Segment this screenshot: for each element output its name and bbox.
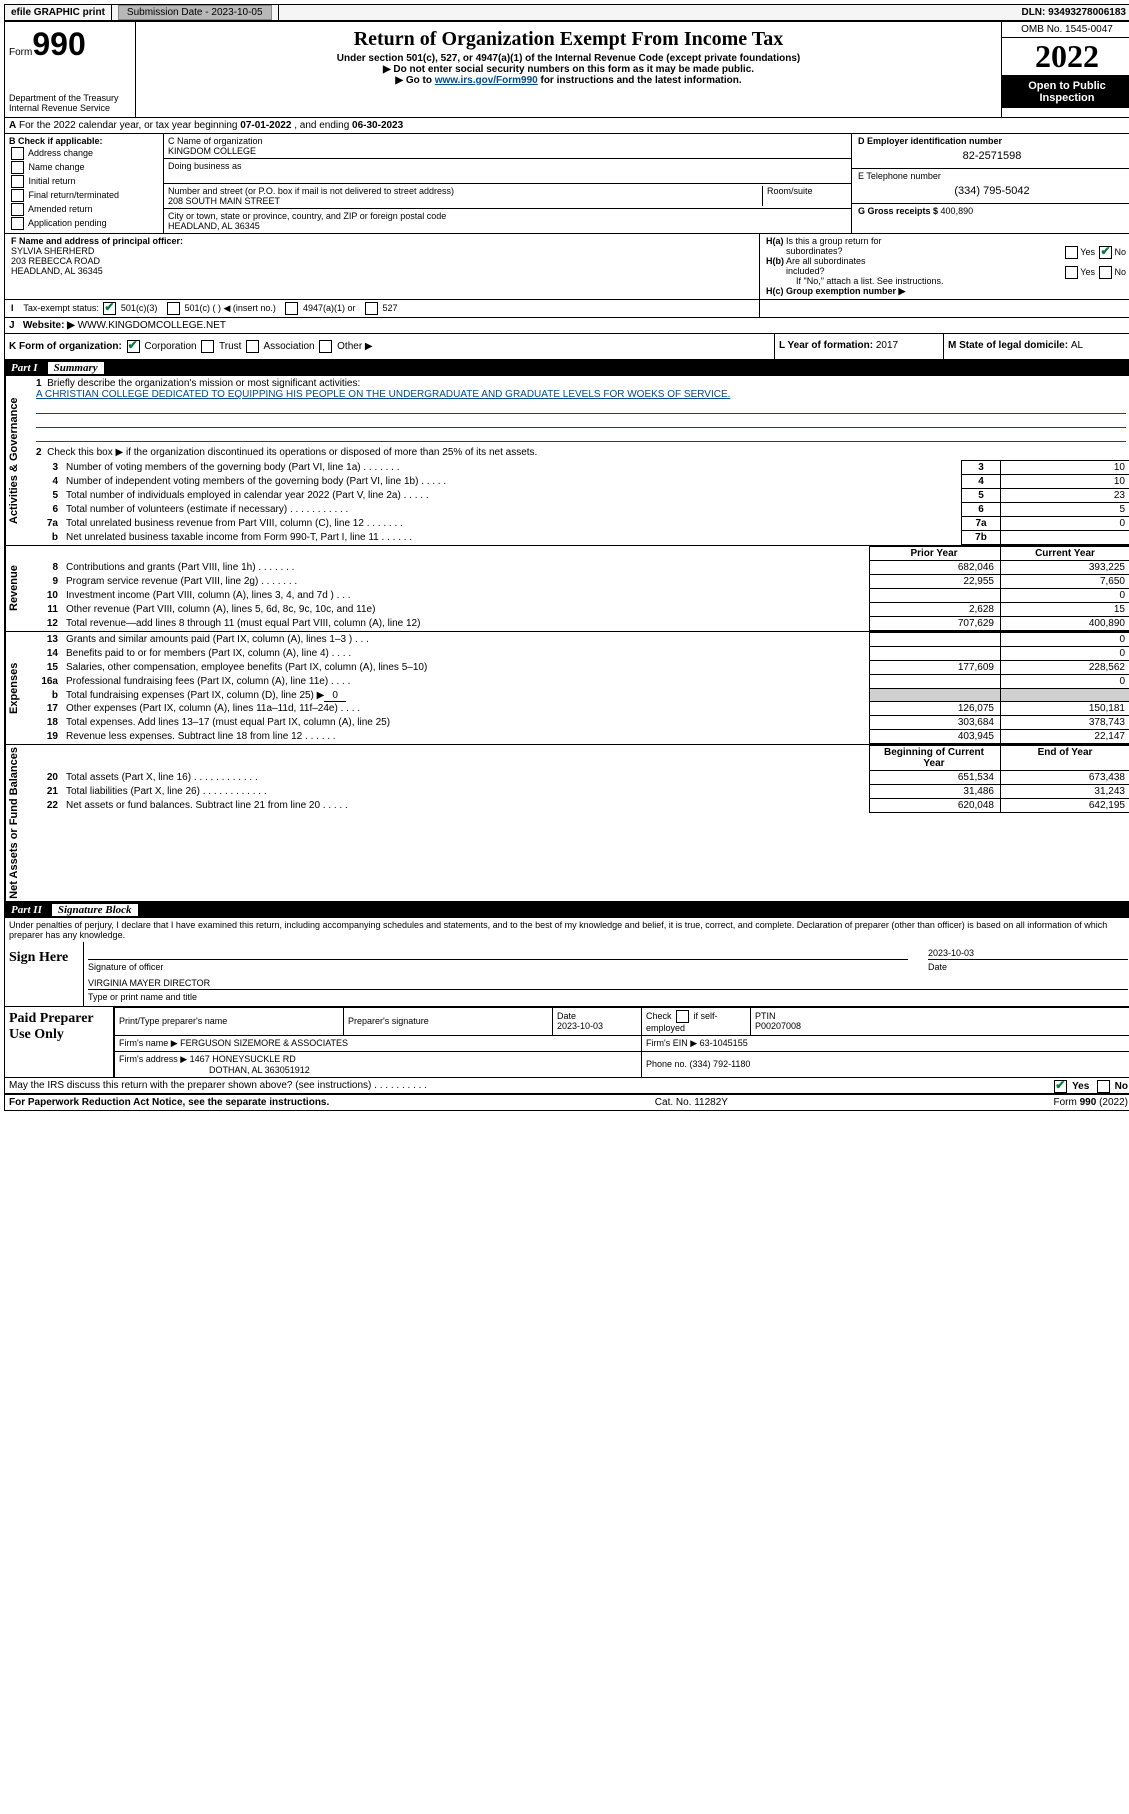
row-fh: F Name and address of principal officer:… [5, 234, 1129, 300]
ptin: P00207008 [755, 1021, 801, 1031]
part1-header: Part ISummary [5, 360, 1129, 376]
501c3-check[interactable] [103, 302, 116, 315]
ha-no[interactable] [1099, 246, 1112, 259]
firm-phone: (334) 792-1180 [690, 1059, 751, 1069]
gross-receipts: 400,890 [941, 206, 974, 216]
exp-table: 13Grants and similar amounts paid (Part … [30, 632, 1129, 744]
box-b: B Check if applicable: Address change Na… [5, 134, 164, 233]
top-bar: efile GRAPHIC print Submission Date - 20… [4, 4, 1129, 21]
row-klm: K Form of organization: Corporation Trus… [5, 334, 1129, 360]
expenses-section: Expenses 13Grants and similar amounts pa… [5, 632, 1129, 745]
discuss-row: May the IRS discuss this return with the… [5, 1078, 1129, 1094]
inspection-label: Open to Public Inspection [1002, 76, 1129, 108]
firm-name: FERGUSON SIZEMORE & ASSOCIATES [180, 1038, 348, 1048]
other-check[interactable] [319, 340, 332, 353]
hb-no[interactable] [1099, 266, 1112, 279]
ha-yes[interactable] [1065, 246, 1078, 259]
mission-link[interactable]: A CHRISTIAN COLLEGE DEDICATED TO EQUIPPI… [36, 389, 730, 400]
net-vlabel: Net Assets or Fund Balances [5, 745, 30, 901]
self-emp-check[interactable] [676, 1010, 689, 1023]
subtitle-3: Go to www.irs.gov/Form990 for instructio… [140, 75, 997, 86]
street: 208 SOUTH MAIN STREET [168, 196, 758, 206]
revenue-section: Revenue Prior YearCurrent Year8Contribut… [5, 546, 1129, 632]
addr-change-check[interactable] [11, 147, 24, 160]
net-table: Beginning of Current YearEnd of Year20To… [30, 745, 1129, 813]
box-h: H(a) Is this a group return for subordin… [760, 234, 1129, 299]
netassets-section: Net Assets or Fund Balances Beginning of… [5, 745, 1129, 902]
discuss-no[interactable] [1097, 1080, 1110, 1093]
gov-vlabel: Activities & Governance [5, 376, 30, 545]
box-c: C Name of organization KINGDOM COLLEGE D… [164, 134, 852, 233]
row-i: I Tax-exempt status: 501(c)(3) 501(c) ( … [5, 300, 1129, 318]
app-pending-check[interactable] [11, 217, 24, 230]
form-number-cell: Form990 Department of the Treasury Inter… [5, 22, 136, 117]
box-f: F Name and address of principal officer:… [5, 234, 760, 299]
submission-date: Submission Date - 2023-10-05 [112, 5, 279, 20]
main-info: B Check if applicable: Address change Na… [5, 134, 1129, 234]
website: WWW.KINGDOMCOLLEGE.NET [78, 320, 226, 331]
officer-name: VIRGINIA MAYER DIRECTOR [88, 978, 1128, 990]
paid-preparer-row: Paid Preparer Use Only Print/Type prepar… [5, 1007, 1129, 1078]
footer: For Paperwork Reduction Act Notice, see … [5, 1094, 1129, 1110]
phone: (334) 795-5042 [858, 181, 1126, 201]
hb-yes[interactable] [1065, 266, 1078, 279]
penalty-text: Under penalties of perjury, I declare th… [5, 918, 1129, 942]
527-check[interactable] [365, 302, 378, 315]
form-title: Return of Organization Exempt From Incom… [140, 28, 997, 51]
4947-check[interactable] [285, 302, 298, 315]
501c-check[interactable] [167, 302, 180, 315]
efile-label: efile GRAPHIC print [5, 5, 112, 20]
dln-label: DLN: 93493278006183 [1015, 5, 1129, 20]
box-d: D Employer identification number 82-2571… [852, 134, 1129, 233]
form-header: Form990 Department of the Treasury Inter… [5, 22, 1129, 118]
discuss-yes[interactable] [1054, 1080, 1067, 1093]
exp-vlabel: Expenses [5, 632, 30, 744]
org-name: KINGDOM COLLEGE [168, 146, 847, 156]
amended-check[interactable] [11, 203, 24, 216]
dept-label: Department of the Treasury Internal Reve… [9, 93, 131, 113]
rev-vlabel: Revenue [5, 546, 30, 631]
part2-header: Part IISignature Block [5, 902, 1129, 918]
name-change-check[interactable] [11, 161, 24, 174]
ein: 82-2571598 [858, 146, 1126, 166]
omb-cell: OMB No. 1545-0047 2022 Open to Public In… [1001, 22, 1129, 117]
corp-check[interactable] [127, 340, 140, 353]
firm-ein: 63-1045155 [700, 1038, 748, 1048]
title-cell: Return of Organization Exempt From Incom… [136, 22, 1001, 117]
instructions-link[interactable]: www.irs.gov/Form990 [435, 75, 538, 86]
line-a: A For the 2022 calendar year, or tax yea… [5, 118, 1129, 134]
trust-check[interactable] [201, 340, 214, 353]
omb-number: OMB No. 1545-0047 [1002, 22, 1129, 38]
gov-table: 3Number of voting members of the governi… [30, 460, 1129, 545]
row-j: J Website: ▶ WWW.KINGDOMCOLLEGE.NET [5, 318, 1129, 334]
initial-return-check[interactable] [11, 175, 24, 188]
city: HEADLAND, AL 36345 [168, 221, 847, 231]
rev-table: Prior YearCurrent Year8Contributions and… [30, 546, 1129, 631]
sign-here-row: Sign Here Signature of officer 2023-10-0… [5, 942, 1129, 1007]
final-return-check[interactable] [11, 189, 24, 202]
tax-year: 2022 [1002, 38, 1129, 76]
governance-section: Activities & Governance 1 Briefly descri… [5, 376, 1129, 546]
subtitle-2: Do not enter social security numbers on … [140, 64, 997, 75]
subtitle-1: Under section 501(c), 527, or 4947(a)(1)… [140, 53, 997, 64]
assoc-check[interactable] [246, 340, 259, 353]
